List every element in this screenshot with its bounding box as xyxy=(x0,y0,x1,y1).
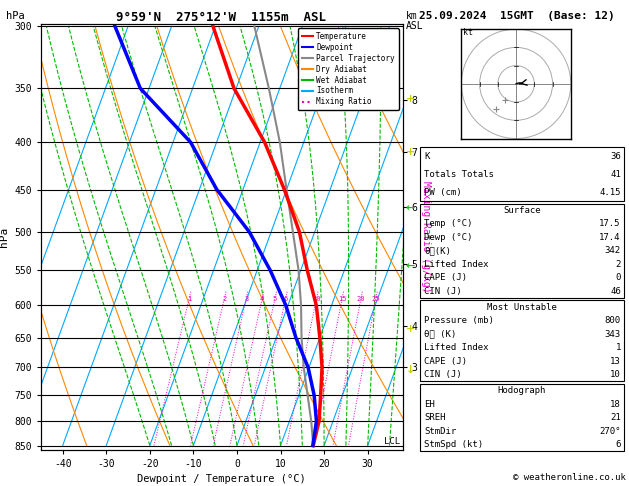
Text: hPa: hPa xyxy=(6,11,25,21)
Text: 4.15: 4.15 xyxy=(599,188,621,197)
Text: Pressure (mb): Pressure (mb) xyxy=(424,316,494,325)
Legend: Temperature, Dewpoint, Parcel Trajectory, Dry Adiabat, Wet Adiabat, Isotherm, Mi: Temperature, Dewpoint, Parcel Trajectory… xyxy=(298,28,399,110)
Text: 1: 1 xyxy=(615,343,621,352)
Text: StmSpd (kt): StmSpd (kt) xyxy=(424,440,483,449)
Text: 6: 6 xyxy=(615,440,621,449)
Text: 1: 1 xyxy=(187,295,191,301)
Text: Most Unstable: Most Unstable xyxy=(487,303,557,312)
Text: 10: 10 xyxy=(610,370,621,379)
Text: 46: 46 xyxy=(610,287,621,296)
Text: +: + xyxy=(406,324,415,333)
Text: PW (cm): PW (cm) xyxy=(424,188,462,197)
Text: 25.09.2024  15GMT  (Base: 12): 25.09.2024 15GMT (Base: 12) xyxy=(419,11,615,21)
Text: Hodograph: Hodograph xyxy=(498,386,546,395)
Text: LCL: LCL xyxy=(384,437,401,446)
Text: 6: 6 xyxy=(284,295,287,301)
Text: 2: 2 xyxy=(615,260,621,269)
Y-axis label: hPa: hPa xyxy=(0,227,9,247)
Text: StmDir: StmDir xyxy=(424,427,456,435)
Text: Lifted Index: Lifted Index xyxy=(424,260,489,269)
Text: 2: 2 xyxy=(222,295,226,301)
Text: ←: ← xyxy=(406,203,415,212)
Text: +: + xyxy=(406,94,415,104)
Text: Totals Totals: Totals Totals xyxy=(424,170,494,179)
Text: +: + xyxy=(406,147,415,157)
Text: CAPE (J): CAPE (J) xyxy=(424,273,467,282)
Text: Dewp (°C): Dewp (°C) xyxy=(424,233,472,242)
Text: 10: 10 xyxy=(312,295,321,301)
Text: 343: 343 xyxy=(604,330,621,339)
Text: 3: 3 xyxy=(244,295,248,301)
Text: 0: 0 xyxy=(615,273,621,282)
X-axis label: Dewpoint / Temperature (°C): Dewpoint / Temperature (°C) xyxy=(137,474,306,484)
Text: ↓: ↓ xyxy=(406,365,415,375)
Text: θᴇ (K): θᴇ (K) xyxy=(424,330,456,339)
Text: km
ASL: km ASL xyxy=(406,11,423,31)
Text: 17.5: 17.5 xyxy=(599,219,621,228)
Text: CIN (J): CIN (J) xyxy=(424,287,462,296)
Text: 342: 342 xyxy=(604,246,621,255)
Text: 17.4: 17.4 xyxy=(599,233,621,242)
Text: 5: 5 xyxy=(273,295,277,301)
Y-axis label: Mixing Ratio (g/kg): Mixing Ratio (g/kg) xyxy=(421,181,431,293)
Text: ←: ← xyxy=(406,261,415,271)
Text: 36: 36 xyxy=(610,152,621,161)
Text: 21: 21 xyxy=(610,413,621,422)
Text: Surface: Surface xyxy=(503,206,540,215)
Text: θᴇ(K): θᴇ(K) xyxy=(424,246,451,255)
Text: Temp (°C): Temp (°C) xyxy=(424,219,472,228)
Text: K: K xyxy=(424,152,430,161)
Text: 4: 4 xyxy=(260,295,264,301)
Text: 800: 800 xyxy=(604,316,621,325)
Text: © weatheronline.co.uk: © weatheronline.co.uk xyxy=(513,473,626,482)
Text: 270°: 270° xyxy=(599,427,621,435)
Text: 18: 18 xyxy=(610,399,621,409)
Text: 13: 13 xyxy=(610,357,621,365)
Text: 41: 41 xyxy=(610,170,621,179)
Text: SREH: SREH xyxy=(424,413,445,422)
Text: 15: 15 xyxy=(338,295,347,301)
Text: EH: EH xyxy=(424,399,435,409)
Text: 9°59'N  275°12'W  1155m  ASL: 9°59'N 275°12'W 1155m ASL xyxy=(116,11,326,24)
Text: CIN (J): CIN (J) xyxy=(424,370,462,379)
Text: CAPE (J): CAPE (J) xyxy=(424,357,467,365)
Text: 25: 25 xyxy=(372,295,380,301)
Text: kt: kt xyxy=(463,28,473,36)
Text: Lifted Index: Lifted Index xyxy=(424,343,489,352)
Text: 20: 20 xyxy=(357,295,365,301)
